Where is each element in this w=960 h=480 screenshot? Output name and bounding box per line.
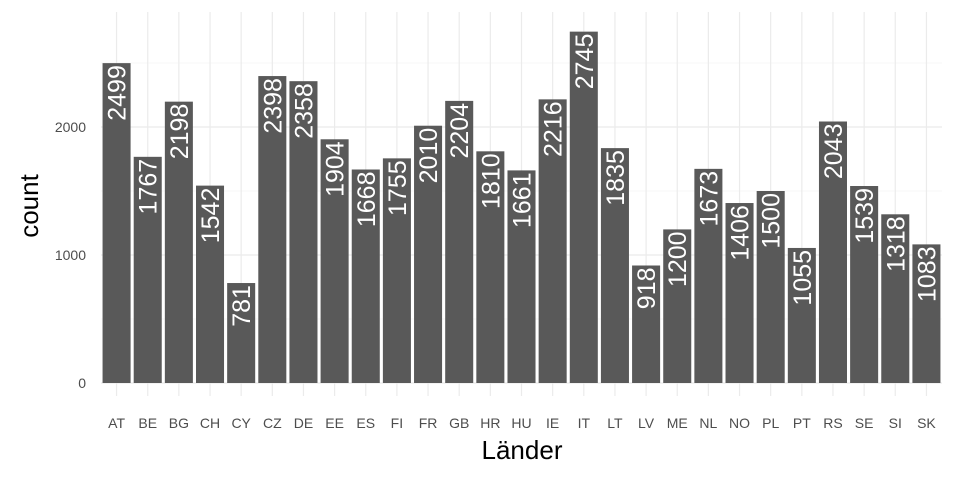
- bar-value-label: 2010: [415, 128, 443, 184]
- bar-value-label: 918: [633, 267, 661, 309]
- bar-sk: [912, 244, 941, 383]
- x-axis-title: Länder: [482, 435, 563, 465]
- bar-no: [725, 203, 754, 383]
- x-tick-label: LV: [638, 415, 655, 431]
- x-tick-label: ME: [667, 415, 688, 431]
- bar-hu: [507, 170, 536, 383]
- bar-bg: [164, 101, 193, 383]
- bar-cy: [227, 283, 256, 383]
- x-tick-label: CY: [231, 415, 251, 431]
- x-tick-label: RS: [823, 415, 842, 431]
- bar-value-label: 2198: [166, 104, 194, 160]
- x-tick-label: BG: [169, 415, 189, 431]
- bar-fr: [414, 125, 443, 383]
- bar-value-label: 1904: [322, 141, 350, 197]
- x-tick-label: GB: [449, 415, 469, 431]
- bar-value-label: 1661: [509, 172, 537, 228]
- x-tick-labels: AT BE BG CH CY CZ DE EE ES FI FR GB HR HU IE IT LT LV ME NL…: [108, 415, 936, 431]
- x-tick-label: IE: [546, 415, 559, 431]
- bar-value-label: 1318: [882, 216, 910, 272]
- x-tick-label: SK: [917, 415, 936, 431]
- x-tick-label: BE: [138, 415, 157, 431]
- x-tick-label: PT: [793, 415, 811, 431]
- bar-value-label: 2398: [259, 78, 287, 134]
- x-tick-label: FR: [419, 415, 438, 431]
- bar-hr: [476, 151, 505, 383]
- bar-value-label: 2745: [571, 34, 599, 90]
- bar-value-label: 1406: [727, 205, 755, 261]
- bar-value-label: 1200: [664, 231, 692, 287]
- bar-rs: [818, 121, 847, 383]
- y-tick-label: 2000: [55, 119, 86, 135]
- x-tick-label: SI: [889, 415, 902, 431]
- bar-gb: [445, 100, 474, 383]
- bar-es: [351, 169, 380, 383]
- bar-nl: [694, 168, 723, 383]
- bar-value-label: 1055: [789, 250, 817, 306]
- bar-value-label: 2499: [104, 65, 132, 121]
- bar-lv: [632, 265, 661, 383]
- y-tick-label: 0: [78, 375, 86, 391]
- bar-value-label: 1500: [758, 193, 786, 249]
- x-tick-label: AT: [108, 415, 125, 431]
- x-tick-label: PL: [762, 415, 779, 431]
- bar-cz: [258, 76, 287, 383]
- bar-value-label: 1539: [851, 188, 879, 244]
- bar-value-label: 1083: [913, 246, 941, 302]
- bar-se: [850, 186, 879, 383]
- bar-value-label: 2043: [820, 123, 848, 179]
- bar-value-label: 2204: [446, 103, 474, 159]
- bar-value-label: 1542: [197, 188, 225, 244]
- x-tick-label: NO: [729, 415, 750, 431]
- y-axis-title: count: [14, 173, 44, 237]
- x-tick-label: CH: [200, 415, 220, 431]
- bar-value-label: 1673: [695, 171, 723, 227]
- x-tick-label: EE: [325, 415, 344, 431]
- bar-at: [102, 63, 131, 384]
- bar-value-label: 2358: [290, 83, 318, 139]
- bar-ie: [538, 99, 567, 384]
- bar-de: [289, 81, 318, 384]
- bar-fi: [382, 158, 411, 383]
- bar-value-label: 1668: [353, 171, 381, 227]
- bar-value-label: 1810: [477, 153, 505, 209]
- bar-be: [133, 156, 162, 383]
- bar-si: [881, 214, 910, 383]
- y-tick-label: 1000: [55, 247, 86, 263]
- bar-pl: [756, 191, 785, 383]
- bar-value-label: 781: [228, 285, 256, 327]
- x-tick-label: ES: [356, 415, 375, 431]
- x-tick-label: CZ: [263, 415, 282, 431]
- x-tick-label: DE: [294, 415, 313, 431]
- bar-value-label: 1755: [384, 160, 412, 216]
- x-tick-label: NL: [699, 415, 717, 431]
- bar-lt: [600, 148, 629, 383]
- bar-ee: [320, 139, 349, 383]
- x-tick-label: IT: [578, 415, 591, 431]
- bar-it: [569, 31, 598, 383]
- bar-me: [663, 229, 692, 383]
- x-tick-label: HR: [480, 415, 500, 431]
- x-tick-label: HU: [511, 415, 531, 431]
- x-tick-label: SE: [855, 415, 874, 431]
- bar-ch: [196, 185, 225, 383]
- bar-value-label: 2216: [540, 101, 568, 157]
- bar-pt: [787, 247, 816, 383]
- x-tick-label: LT: [607, 415, 623, 431]
- y-tick-labels: 0 1000 2000: [55, 119, 86, 391]
- bar-value-label: 1767: [135, 159, 163, 215]
- bar-value-label: 1835: [602, 150, 630, 206]
- x-tick-label: FI: [391, 415, 403, 431]
